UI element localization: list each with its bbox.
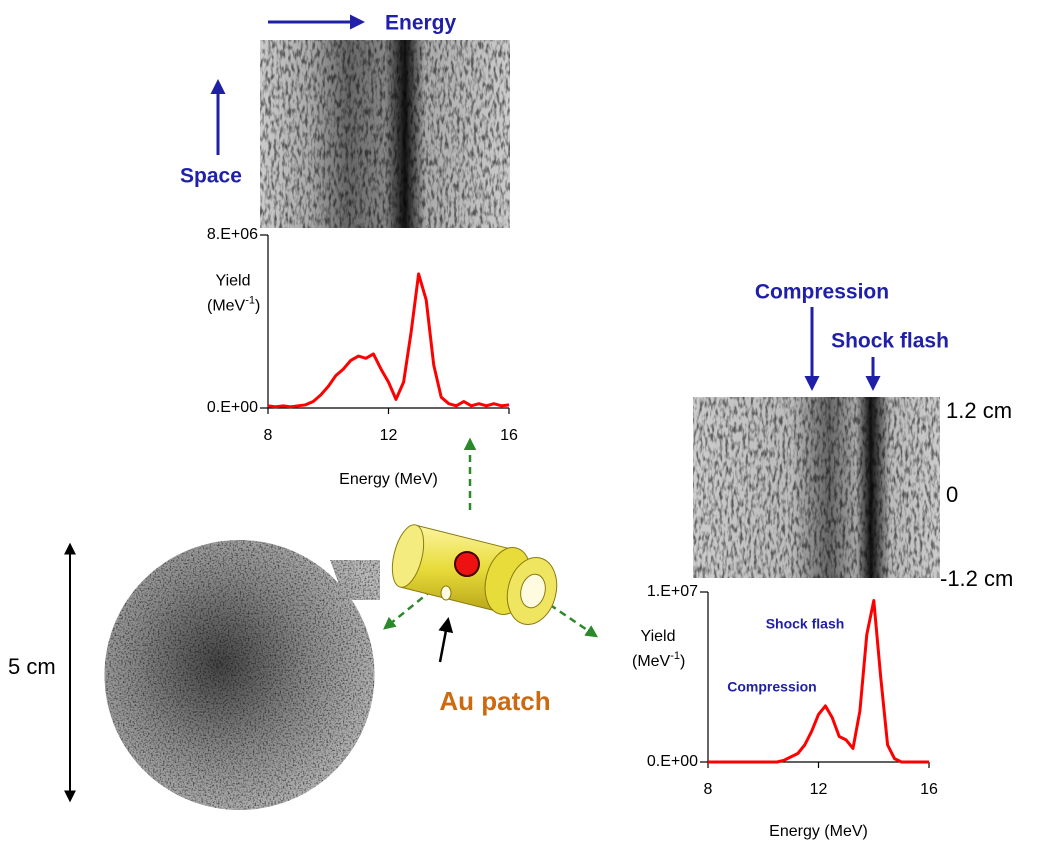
y-tick-label: 0.E+00 [647, 753, 698, 770]
unit-text: (MeV [632, 653, 671, 670]
streak-image [693, 397, 940, 578]
energy-label: Energy [385, 12, 457, 35]
y-tick-label: 8.E+06 [207, 226, 258, 243]
x-tick-label: 16 [920, 781, 938, 798]
y-axis-title: Yield [216, 273, 251, 290]
x-tick-label: 8 [264, 427, 273, 444]
y-tick-label: 0.E+00 [207, 399, 258, 416]
x-axis-title: Energy (MeV) [769, 823, 868, 840]
streak-image [260, 40, 510, 228]
chart: 0.E+00 8.E+06 8 12 16 Energy (MeV) Yield (MeV-1… [207, 226, 518, 488]
scale-label: 0 [946, 482, 958, 507]
unit-text: (MeV [207, 298, 246, 315]
target-label: Au patch [439, 686, 550, 716]
y-axis-unit: (MeV-1) [207, 294, 260, 314]
x-tick-label: 16 [500, 427, 518, 444]
shock-flash-label: Shock flash [831, 330, 949, 353]
unit-exponent: -1 [670, 650, 680, 662]
unit-exponent: -1 [245, 294, 255, 306]
y-axis-unit: (MeV-1) [632, 650, 685, 670]
scale-label: -1.2 cm [940, 566, 1013, 591]
unit-close: ) [680, 653, 685, 670]
x-tick-label: 8 [704, 781, 713, 798]
x-axis-title: Energy (MeV) [339, 471, 438, 488]
annotation: Shock flash [766, 616, 845, 632]
spectrum-line [708, 599, 929, 764]
unit-close: ) [255, 298, 260, 315]
y-axis-title: Yield [641, 628, 676, 645]
scale-label: 1.2 cm [946, 398, 1012, 423]
target-capsule [383, 437, 599, 663]
compression-label: Compression [755, 281, 889, 304]
space-label: Space [180, 165, 242, 188]
annotation: Compression [727, 679, 816, 695]
y-tick-label: 1.E+07 [647, 583, 698, 600]
x-tick-label: 12 [380, 427, 398, 444]
disk-image [104, 540, 380, 810]
chart: 0.E+00 1.E+07 8 12 16 Energy (MeV) Yield (MeV-1… [632, 583, 938, 840]
x-tick-label: 12 [810, 781, 828, 798]
spectrum-line [267, 272, 510, 409]
scale-label: 5 cm [8, 654, 56, 679]
